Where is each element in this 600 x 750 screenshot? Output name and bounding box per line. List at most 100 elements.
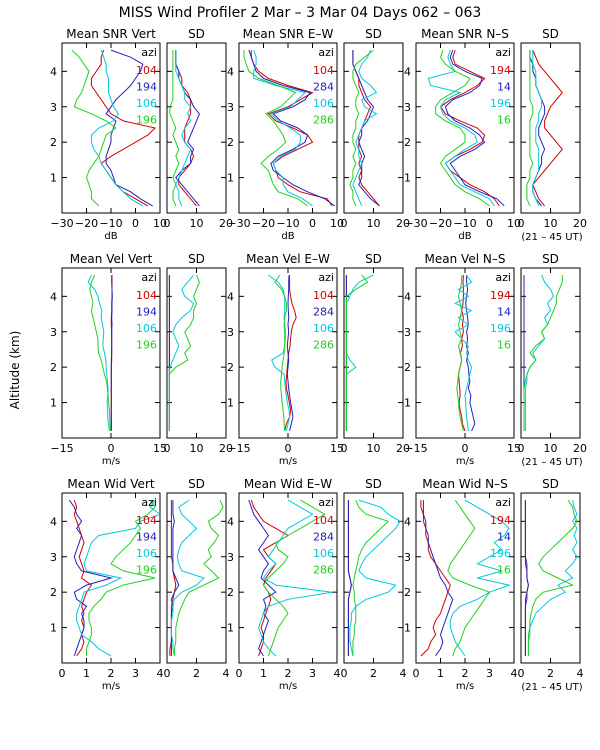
x-tick-label: 20 (573, 442, 587, 455)
series-line-104 (169, 500, 177, 656)
y-tick-label: 3 (404, 101, 411, 114)
panel-group: 0 1 2 3 4 1 2 3 4 Mean Wid N–S 0 2 4 SD azi 194 14 196 16 m… (404, 477, 584, 692)
legend-header: azi (318, 496, 334, 509)
y-tick-label: 3 (227, 101, 234, 114)
x-tick-label: −15 (50, 442, 73, 455)
series-line-286 (274, 274, 287, 431)
x-tick-label: 3 (132, 667, 139, 680)
x-tick-label: 0 (164, 667, 171, 680)
x-tick-label: 0 (518, 667, 525, 680)
x-tick-label: 2 (193, 667, 200, 680)
series-line-284 (352, 50, 380, 207)
legend-entry: 106 (136, 322, 157, 335)
y-tick-label: 4 (50, 290, 57, 303)
x-tick-label: −20 (75, 217, 98, 230)
x-tick-label: 0 (309, 217, 316, 230)
mean-panel-title: Mean Wid N–S (422, 477, 507, 491)
x-tick-label: 0 (285, 442, 292, 455)
series-line-16 (526, 50, 534, 207)
sd-panel-title: SD (365, 477, 382, 491)
legend-entry: 194 (136, 306, 157, 319)
mean-panel-title: Mean Wid E–W (244, 477, 332, 491)
y-tick-label: 4 (227, 65, 234, 78)
panel-group: 0 1 2 3 4 1 2 3 4 Mean Wid E–W 0 2 4 SD azi 104 284 106 28… (227, 477, 407, 692)
x-tick-label: 4 (157, 667, 164, 680)
x-tick-label: −30 (404, 217, 427, 230)
x-tick-label: 20 (396, 217, 410, 230)
series-line-196 (524, 274, 555, 431)
x-tick-label: −20 (252, 217, 275, 230)
series-line-104 (250, 499, 289, 657)
series-line-196 (527, 499, 578, 656)
x-tick-label: 1 (260, 667, 267, 680)
legend-header: azi (495, 46, 511, 59)
legend-entry: 196 (136, 114, 157, 127)
y-tick-label: 4 (404, 290, 411, 303)
legend-entry: 14 (497, 531, 511, 544)
y-tick-label: 2 (50, 361, 57, 374)
sd-panel-title: SD (542, 477, 559, 491)
x-tick-label: 0 (413, 667, 420, 680)
series-line-16 (527, 499, 578, 656)
legend-header: azi (141, 46, 157, 59)
y-tick-label: 4 (50, 515, 57, 528)
legend-header: azi (318, 46, 334, 59)
x-tick-label: −20 (429, 217, 452, 230)
series-line-284 (248, 49, 335, 207)
x-tick-label: 2 (370, 667, 377, 680)
y-tick-label: 4 (227, 515, 234, 528)
series-line-14 (444, 49, 505, 207)
x-tick-label: 10 (190, 442, 204, 455)
series-line-106 (349, 499, 401, 657)
x-tick-label: −30 (227, 217, 250, 230)
series-line-194 (170, 500, 180, 656)
y-axis-label: Altitude (km) (8, 331, 22, 410)
y-tick-label: 4 (404, 65, 411, 78)
legend-entry: 16 (497, 114, 511, 127)
y-tick-label: 3 (50, 101, 57, 114)
y-tick-label: 1 (227, 622, 234, 635)
sd-plot-frame (343, 267, 404, 439)
x-tick-label: 15 (330, 442, 344, 455)
y-tick-label: 1 (404, 397, 411, 410)
x-tick-label: −10 (99, 217, 122, 230)
x-tick-label: 20 (219, 217, 233, 230)
y-tick-label: 2 (404, 136, 411, 149)
x-tick-label: 10 (367, 217, 381, 230)
sd-panel-title: SD (365, 27, 382, 41)
y-tick-label: 1 (404, 622, 411, 635)
x-tick-label: 2 (547, 667, 554, 680)
sd-panel-title: SD (188, 252, 205, 266)
sd-panel-title: SD (365, 252, 382, 266)
legend-entry: 284 (313, 81, 334, 94)
y-tick-label: 4 (227, 290, 234, 303)
x-tick-label: −15 (404, 442, 427, 455)
mean-panel-title: Mean Wid Vert (67, 477, 154, 491)
series-line-16 (456, 275, 464, 432)
x-tick-label: 4 (400, 667, 407, 680)
x-tick-label: 0 (132, 217, 139, 230)
legend-entry: 104 (136, 289, 157, 302)
x-tick-label: 4 (577, 667, 584, 680)
y-tick-label: 3 (227, 551, 234, 564)
series-line-194 (532, 49, 563, 207)
sd-panel-title: SD (542, 27, 559, 41)
time-range-note: (21 – 45 UT) (521, 682, 582, 693)
series-line-106 (170, 499, 205, 657)
series-line-196 (89, 274, 111, 431)
x-tick-label: 10 (507, 217, 521, 230)
x-axis-units: m/s (279, 681, 297, 692)
legend-entry: 194 (136, 81, 157, 94)
legend-entry: 106 (313, 547, 334, 560)
time-range-note: (21 – 45 UT) (521, 457, 582, 468)
x-tick-label: 10 (190, 217, 204, 230)
series-line-106 (76, 499, 162, 657)
y-tick-label: 1 (227, 397, 234, 410)
